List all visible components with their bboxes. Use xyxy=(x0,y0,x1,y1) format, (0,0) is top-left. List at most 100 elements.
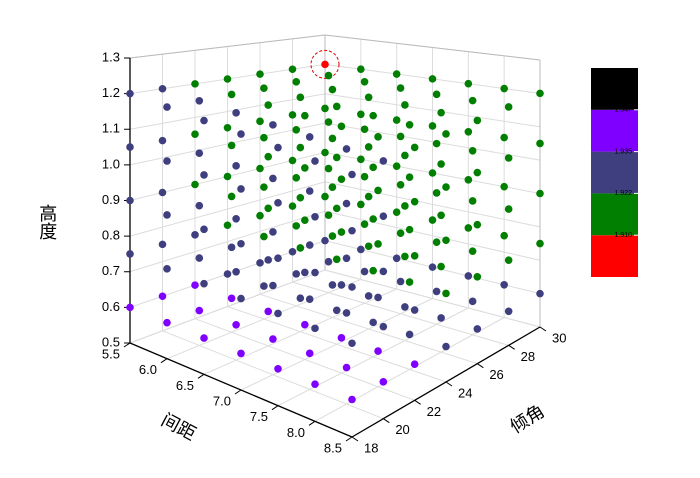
point xyxy=(504,256,513,264)
point xyxy=(274,143,282,152)
point xyxy=(274,364,282,373)
point xyxy=(292,222,301,230)
z-tick-label: 1.3 xyxy=(102,49,120,64)
point xyxy=(223,172,232,181)
point xyxy=(305,241,314,249)
point xyxy=(305,349,314,358)
box-edge xyxy=(129,34,326,59)
point xyxy=(500,231,508,240)
point xyxy=(360,267,369,276)
z-tick-label: 0.5 xyxy=(102,334,120,349)
point xyxy=(191,130,199,138)
point xyxy=(311,268,319,277)
point xyxy=(301,268,309,277)
colorbar-band xyxy=(591,109,638,152)
point xyxy=(369,163,377,172)
point xyxy=(163,318,171,327)
point xyxy=(260,183,268,191)
point xyxy=(324,118,333,126)
point xyxy=(374,133,382,141)
point xyxy=(264,204,273,213)
point xyxy=(264,101,273,109)
point xyxy=(468,197,477,205)
z-tick-label: 1.1 xyxy=(102,121,120,136)
point xyxy=(195,254,204,262)
point xyxy=(364,242,373,251)
point xyxy=(292,174,301,182)
point xyxy=(405,225,414,234)
point xyxy=(432,189,441,197)
point xyxy=(324,164,333,173)
point xyxy=(464,79,473,88)
z-tick-label: 1.0 xyxy=(102,156,120,171)
point xyxy=(357,245,365,254)
highlight-ring xyxy=(310,49,340,79)
point xyxy=(227,294,236,303)
x-tick-label: 5.5 xyxy=(102,346,120,361)
point xyxy=(200,171,208,179)
point xyxy=(126,196,134,205)
grid-line xyxy=(203,288,397,375)
point xyxy=(256,259,264,267)
grid-line xyxy=(324,210,541,261)
point xyxy=(274,254,282,262)
point xyxy=(321,104,329,113)
point xyxy=(274,309,282,318)
point xyxy=(237,349,245,358)
colorbar-label: 1.922 xyxy=(614,190,632,197)
y-tick xyxy=(351,436,359,442)
point xyxy=(369,266,377,275)
y-tick xyxy=(477,363,484,369)
point xyxy=(288,111,297,119)
point xyxy=(321,60,329,69)
grid-line xyxy=(129,210,326,273)
x-tick xyxy=(123,342,131,348)
point xyxy=(305,295,314,304)
point xyxy=(264,307,273,316)
point xyxy=(158,188,167,197)
x-tick-label: 8.5 xyxy=(324,440,342,455)
point xyxy=(191,281,199,289)
point xyxy=(332,204,341,213)
point xyxy=(401,303,409,311)
point xyxy=(305,187,314,195)
grid-line xyxy=(240,298,433,391)
z-tick-label: 0.6 xyxy=(102,299,120,314)
point xyxy=(195,96,204,105)
point xyxy=(410,197,419,206)
point xyxy=(237,294,245,303)
point xyxy=(227,192,236,201)
point xyxy=(292,78,301,86)
point xyxy=(464,272,473,280)
point xyxy=(410,143,419,152)
point xyxy=(163,157,171,165)
point xyxy=(428,122,437,130)
point xyxy=(328,281,337,289)
y-tick xyxy=(445,381,453,387)
point xyxy=(274,199,282,207)
point xyxy=(432,90,441,99)
point xyxy=(442,130,450,138)
grid-line xyxy=(277,307,469,407)
point xyxy=(269,121,277,129)
point xyxy=(360,220,369,228)
point xyxy=(227,243,236,252)
point xyxy=(223,75,232,83)
point xyxy=(256,117,264,126)
point xyxy=(324,71,333,80)
point xyxy=(191,180,199,189)
point xyxy=(360,77,369,86)
point xyxy=(437,314,445,322)
point xyxy=(191,231,199,239)
point xyxy=(369,215,377,223)
grid-line xyxy=(324,93,541,128)
point xyxy=(536,139,544,148)
point xyxy=(500,280,508,289)
point xyxy=(269,335,277,343)
point xyxy=(163,211,171,219)
point xyxy=(410,252,419,260)
point xyxy=(468,147,477,155)
point xyxy=(223,270,232,278)
point xyxy=(348,339,356,348)
